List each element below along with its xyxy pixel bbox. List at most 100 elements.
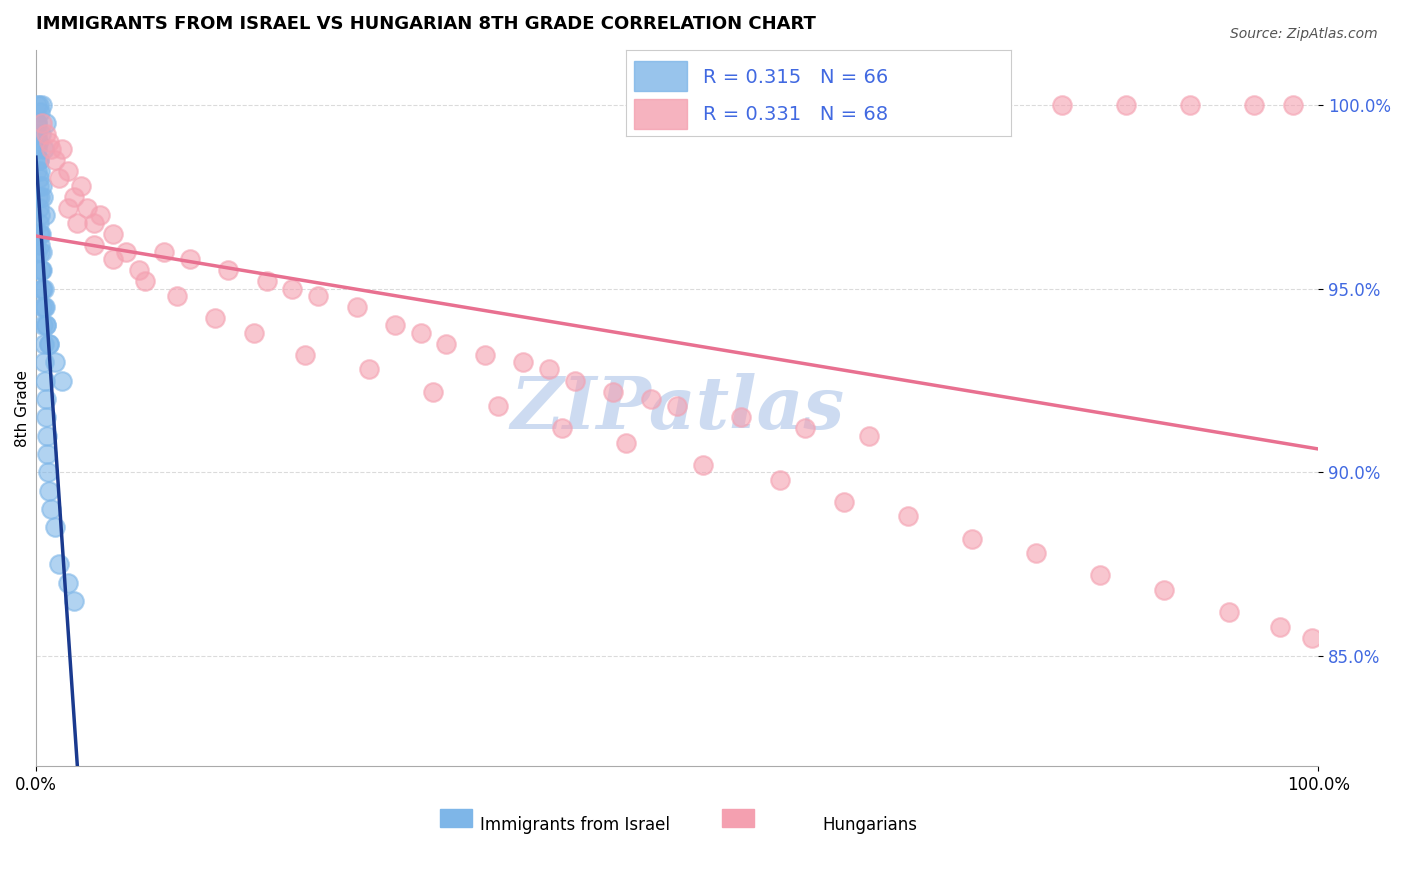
Point <box>25 116 48 130</box>
Point <box>28 171 51 186</box>
Point <box>28 215 51 229</box>
Point <box>128 263 150 277</box>
Point <box>27 190 49 204</box>
Point <box>34 374 56 388</box>
Point <box>38 135 60 149</box>
Point <box>37 447 59 461</box>
Point <box>134 274 156 288</box>
Point <box>307 289 329 303</box>
Point <box>1301 631 1323 645</box>
Point <box>243 326 266 340</box>
Point <box>35 410 58 425</box>
Point <box>960 532 983 546</box>
Point <box>1218 605 1240 619</box>
Point <box>51 142 73 156</box>
Point <box>83 215 105 229</box>
Point <box>1268 620 1291 634</box>
Point <box>409 326 432 340</box>
Point <box>34 300 56 314</box>
Point <box>31 300 53 314</box>
Point <box>359 362 381 376</box>
Point <box>35 128 58 142</box>
Point <box>27 153 49 167</box>
Point <box>1115 98 1137 112</box>
Point <box>1090 568 1112 582</box>
Text: ZIPatlas: ZIPatlas <box>510 373 844 443</box>
Point <box>30 263 52 277</box>
Point <box>44 153 66 167</box>
Point <box>41 502 63 516</box>
Point <box>614 436 637 450</box>
Point <box>474 348 496 362</box>
Point <box>537 362 560 376</box>
Text: Source: ZipAtlas.com: Source: ZipAtlas.com <box>1230 27 1378 41</box>
Point <box>76 201 98 215</box>
Point <box>48 171 70 186</box>
Point <box>1281 98 1303 112</box>
Point <box>32 190 55 204</box>
Y-axis label: 8th Grade: 8th Grade <box>15 369 31 447</box>
Point <box>28 201 51 215</box>
Point <box>31 178 53 193</box>
Point <box>30 244 52 259</box>
Point <box>34 392 56 406</box>
Point <box>32 336 55 351</box>
Point <box>769 473 792 487</box>
Point <box>31 282 53 296</box>
Point <box>56 201 79 215</box>
Point <box>27 98 49 112</box>
Point <box>44 355 66 369</box>
Point <box>35 116 58 130</box>
Point <box>217 263 239 277</box>
Point <box>987 98 1010 112</box>
Point <box>434 336 457 351</box>
Point <box>38 336 60 351</box>
Point <box>30 227 52 241</box>
Point <box>101 252 124 267</box>
Point <box>27 135 49 149</box>
Point <box>27 153 49 167</box>
Point <box>83 237 105 252</box>
Point <box>56 575 79 590</box>
Point <box>512 355 534 369</box>
Point <box>35 428 58 442</box>
Point <box>37 466 59 480</box>
Point <box>602 384 624 399</box>
Point <box>832 495 855 509</box>
Point <box>89 208 111 222</box>
Point <box>28 227 51 241</box>
Point <box>31 244 53 259</box>
Point <box>56 164 79 178</box>
Point <box>294 348 316 362</box>
Point <box>32 300 55 314</box>
Point <box>256 274 278 288</box>
Point <box>51 374 73 388</box>
Point <box>27 135 49 149</box>
Point <box>25 116 48 130</box>
Point <box>281 282 304 296</box>
Point <box>69 178 91 193</box>
Point <box>564 374 586 388</box>
Point <box>486 399 509 413</box>
Point <box>1050 98 1073 112</box>
Point <box>422 384 444 399</box>
Point <box>346 300 368 314</box>
Point <box>27 153 49 167</box>
Point <box>38 336 60 351</box>
Point <box>30 208 52 222</box>
Point <box>1243 98 1265 112</box>
Point <box>25 116 48 130</box>
Point <box>166 289 188 303</box>
FancyBboxPatch shape <box>723 809 754 827</box>
Point <box>794 421 817 435</box>
Point <box>66 215 89 229</box>
Text: IMMIGRANTS FROM ISRAEL VS HUNGARIAN 8TH GRADE CORRELATION CHART: IMMIGRANTS FROM ISRAEL VS HUNGARIAN 8TH … <box>37 15 815 33</box>
Point <box>114 244 136 259</box>
FancyBboxPatch shape <box>440 809 472 827</box>
Point <box>28 105 51 120</box>
Point <box>44 520 66 534</box>
Point <box>640 392 662 406</box>
Point <box>27 164 49 178</box>
Point <box>63 594 86 608</box>
Point <box>35 318 58 333</box>
